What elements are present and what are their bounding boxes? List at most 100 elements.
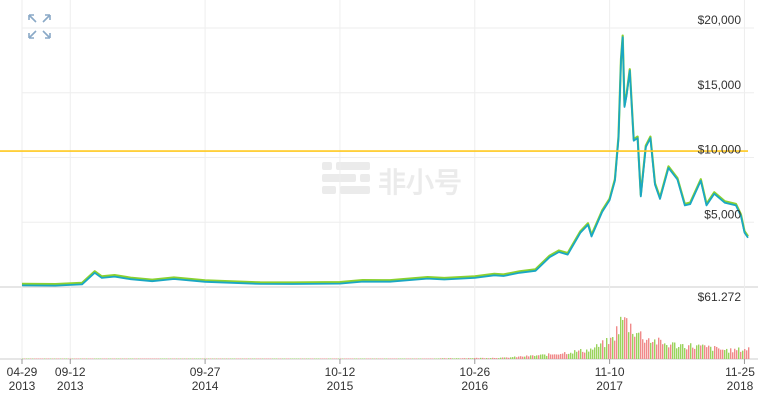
volume-bar <box>348 358 350 359</box>
volume-bar <box>434 358 436 359</box>
volume-bar <box>566 354 568 359</box>
volume-bar <box>350 358 352 359</box>
volume-bar <box>386 358 388 359</box>
volume-bar <box>366 358 368 359</box>
volume-bar <box>746 350 748 359</box>
volume-bar <box>226 358 228 359</box>
volume-bar <box>402 358 404 359</box>
volume-bar <box>724 350 726 359</box>
volume-bar <box>726 348 728 359</box>
volume-bar <box>678 346 680 359</box>
volume-bar <box>334 358 336 359</box>
volume-bar <box>696 345 698 359</box>
volume-bar <box>376 358 378 359</box>
volume-bar <box>280 358 282 359</box>
volume-bar <box>680 344 682 359</box>
volume-bar <box>730 348 732 359</box>
volume-bar <box>428 358 430 359</box>
volume-bar <box>200 358 202 359</box>
volume-bar <box>644 342 646 359</box>
volume-bar <box>94 358 96 359</box>
volume-bar <box>102 358 104 359</box>
volume-bar <box>208 358 210 359</box>
x-tick-label: 09-12 <box>55 365 86 379</box>
volume-bar <box>508 357 510 359</box>
volume-bar <box>526 355 528 359</box>
volume-bar <box>156 358 158 359</box>
volume-bar <box>38 358 40 359</box>
volume-bar <box>118 358 120 359</box>
y-tick-label: $5,000 <box>704 207 741 221</box>
volume-bar <box>332 358 334 359</box>
volume-bar <box>616 326 618 359</box>
volume-bar <box>584 352 586 359</box>
expand-icon[interactable] <box>28 14 51 39</box>
volume-bar <box>398 358 400 359</box>
volume-bar <box>260 358 262 359</box>
volume-bar <box>244 358 246 359</box>
volume-bar <box>408 358 410 359</box>
volume-bar <box>32 358 34 359</box>
volume-bars <box>22 316 750 359</box>
volume-bar <box>310 358 312 359</box>
volume-bar <box>218 358 220 359</box>
volume-bar <box>694 348 696 359</box>
volume-bar <box>168 358 170 359</box>
volume-bar <box>252 358 254 359</box>
volume-bar <box>64 358 66 359</box>
volume-bar <box>330 358 332 359</box>
volume-bar <box>738 347 740 359</box>
volume-bar <box>536 355 538 359</box>
volume-bar <box>340 358 342 359</box>
volume-bar <box>600 343 602 359</box>
volume-bar <box>540 354 542 359</box>
volume-bar <box>286 358 288 359</box>
volume-bar <box>698 344 700 359</box>
volume-bar <box>722 349 724 359</box>
volume-bar <box>216 358 218 359</box>
volume-bar <box>606 338 608 359</box>
volume-bar <box>88 358 90 359</box>
volume-bar <box>170 358 172 359</box>
volume-bar <box>732 352 734 359</box>
volume-bar <box>588 351 590 359</box>
volume-bar <box>100 358 102 359</box>
volume-bar <box>544 354 546 359</box>
volume-bar <box>492 357 494 359</box>
volume-bar <box>296 358 298 359</box>
volume-bar <box>284 358 286 359</box>
volume-bar <box>502 357 504 359</box>
volume-bar <box>144 358 146 359</box>
volume-bar <box>552 354 554 359</box>
volume-bar <box>204 358 206 359</box>
volume-bar <box>86 358 88 359</box>
volume-bar <box>440 358 442 359</box>
volume-bar <box>468 358 470 359</box>
volume-bar <box>394 358 396 359</box>
volume-bar <box>522 356 524 359</box>
watermark-logo-mark-5 <box>322 186 336 194</box>
volume-bar <box>384 358 386 359</box>
volume-bar <box>528 356 530 359</box>
volume-bar <box>532 355 534 359</box>
volume-bar <box>160 358 162 359</box>
volume-bar <box>676 348 678 359</box>
volume-bar <box>652 342 654 359</box>
volume-bar <box>450 358 452 359</box>
expand-arrow-br <box>42 30 51 39</box>
volume-bar <box>140 358 142 359</box>
volume-bar <box>620 316 622 359</box>
x-tick-label: 11-10 <box>595 365 625 379</box>
volume-bar <box>422 358 424 359</box>
volume-bar <box>448 358 450 359</box>
volume-bar <box>78 358 80 359</box>
volume-bar <box>554 354 556 359</box>
volume-bar <box>704 345 706 359</box>
volume-bar <box>276 358 278 359</box>
volume-bar <box>358 358 360 359</box>
volume-bar <box>708 345 710 359</box>
volume-bar <box>710 346 712 359</box>
volume-bar <box>664 343 666 359</box>
y-tick-label: $20,000 <box>698 13 742 27</box>
